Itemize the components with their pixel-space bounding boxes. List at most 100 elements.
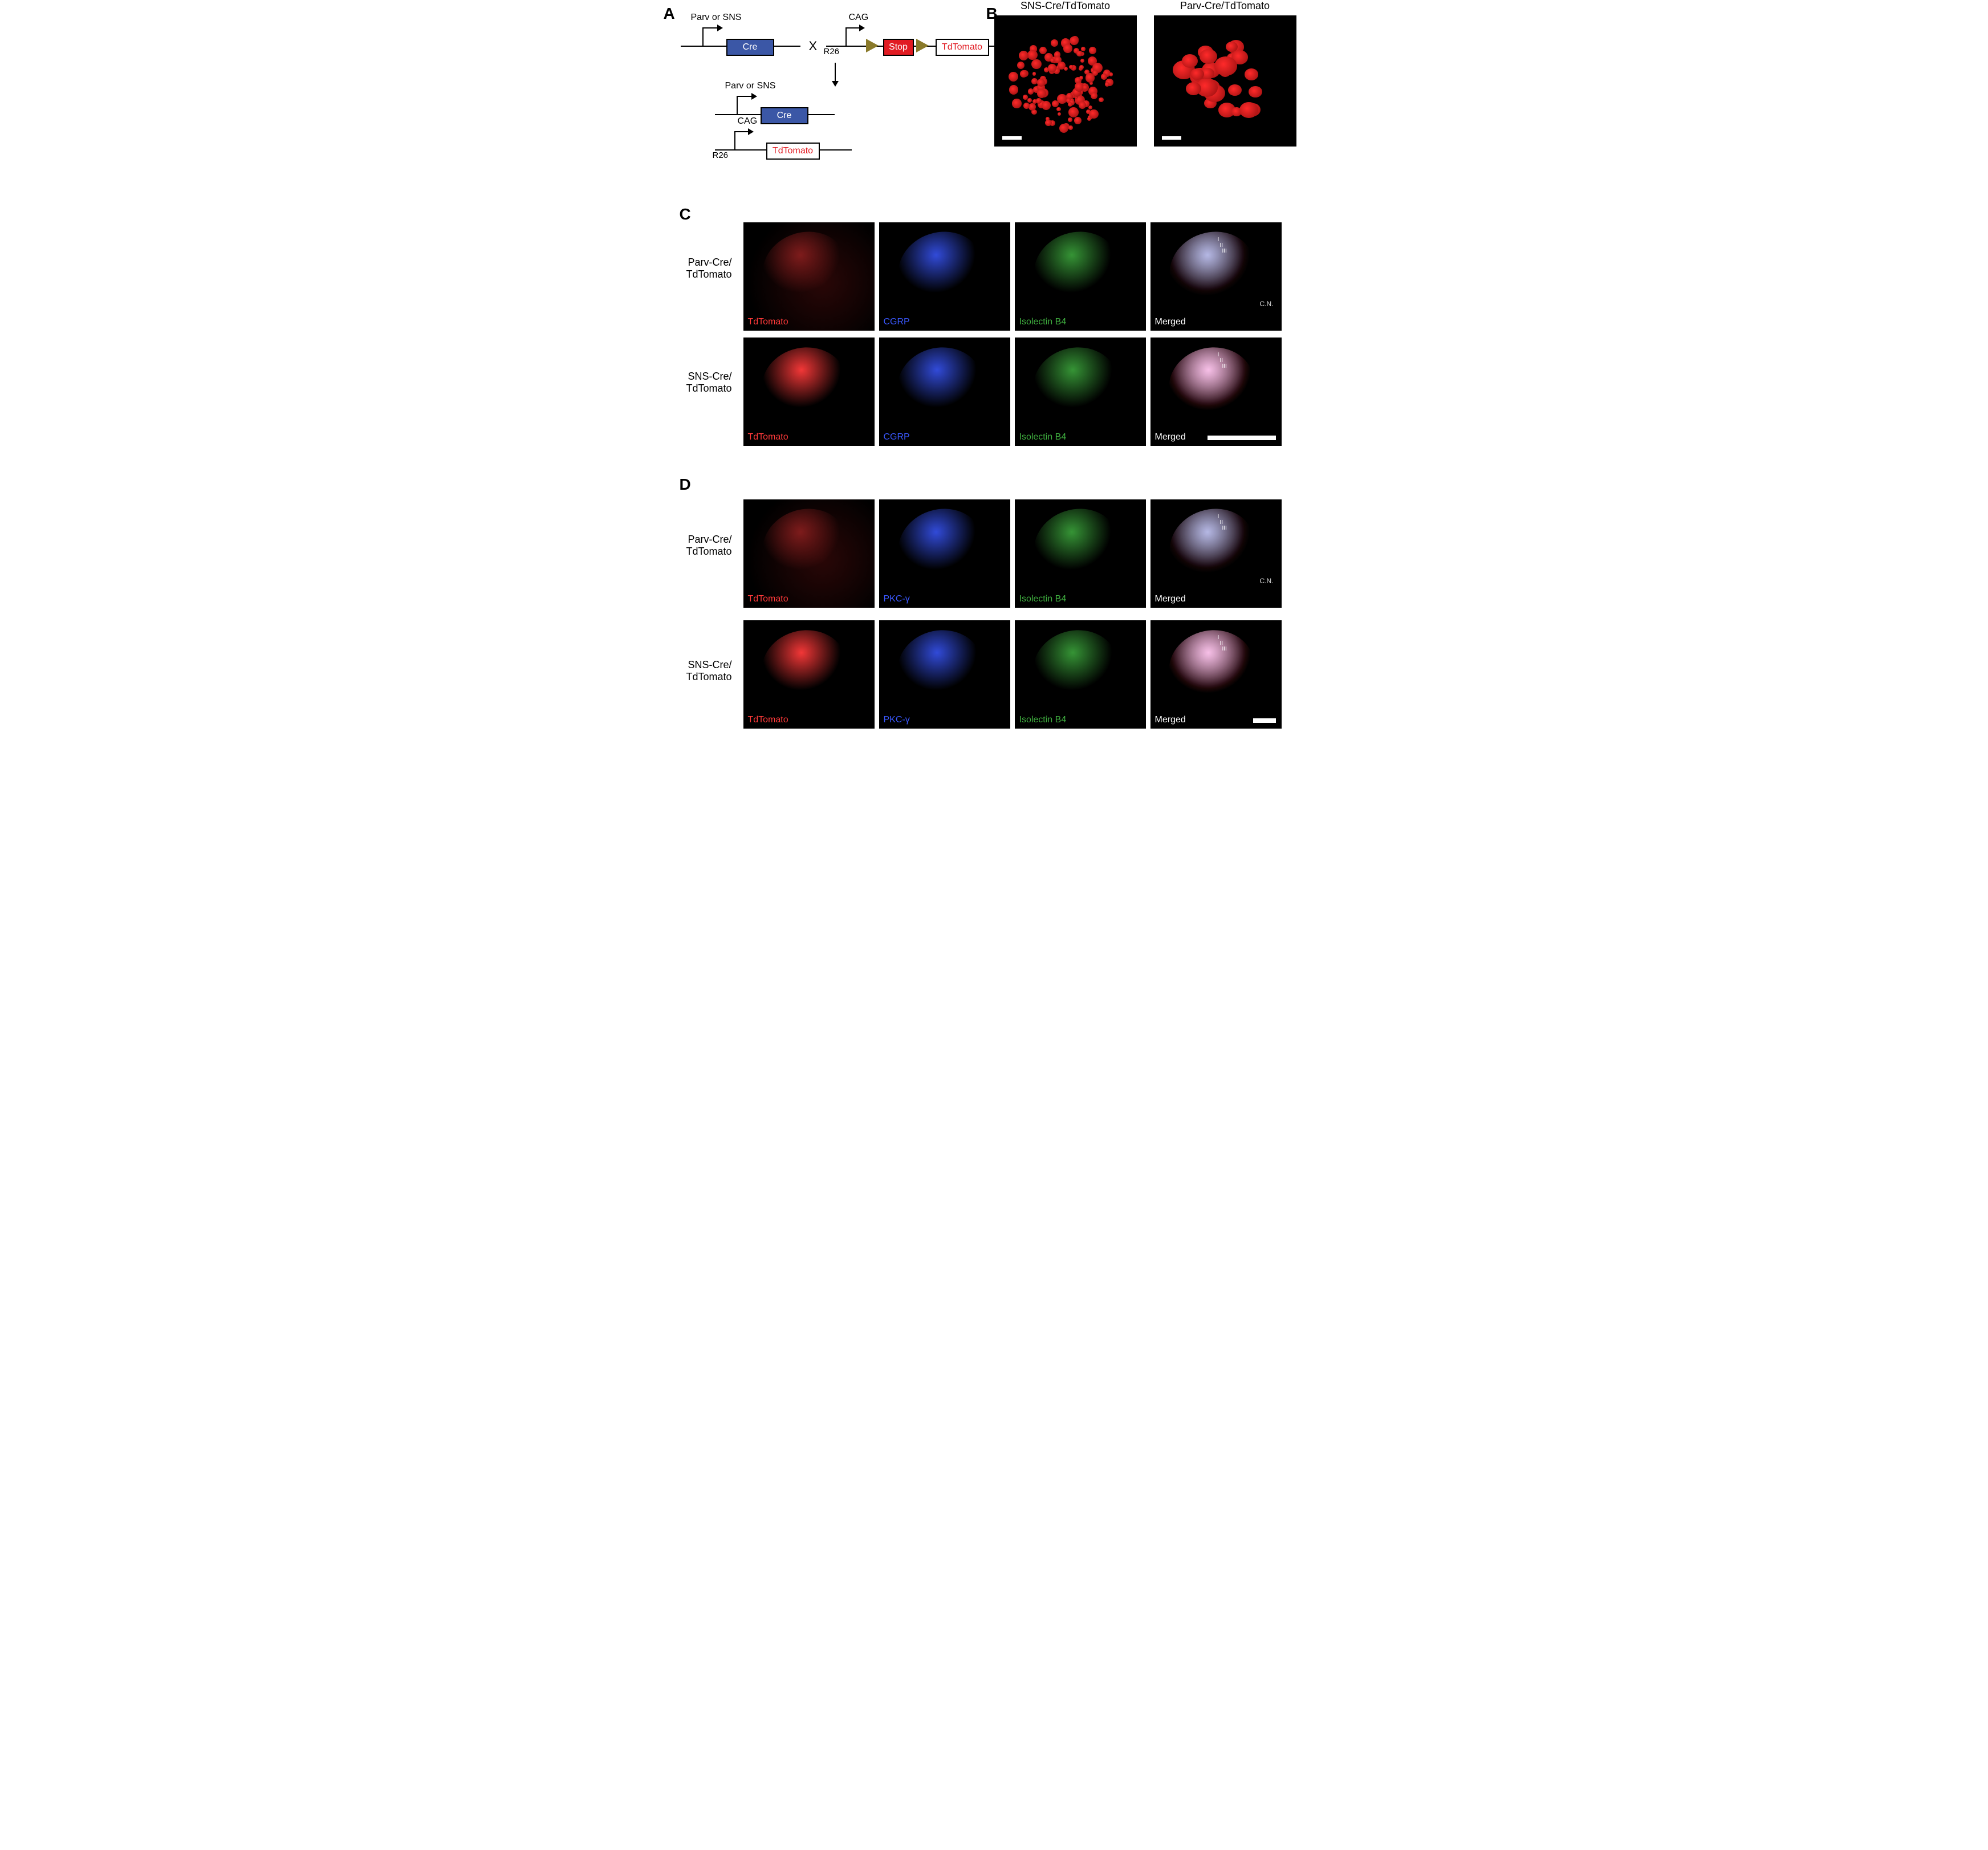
tdtomato-box-2: TdTomato (766, 143, 820, 160)
drg-cell (1032, 72, 1036, 76)
grid-row-D-sns: TdTomatoPKC-γIsolectin B4IIIIIIMerged (743, 620, 1325, 729)
drg-cell (1099, 97, 1103, 102)
drg-cell (1057, 94, 1067, 104)
drg-cell (1068, 102, 1072, 107)
tile-label-pkcg: PKC-γ (884, 594, 910, 604)
construct-cre-offspring: Parv or SNS Cre (715, 91, 835, 125)
drg-cell (1083, 85, 1087, 90)
row-label-parv-C: Parv-Cre/TdTomato (664, 257, 732, 280)
dorsal-horn-signal (1160, 499, 1261, 584)
drg-cell (1070, 36, 1079, 46)
tile-tdtomato: TdTomato (743, 499, 875, 608)
drg-cell (1226, 42, 1238, 52)
panel-label-D: D (680, 475, 1341, 494)
drg-cell (1058, 112, 1061, 116)
tile-tdtomato: TdTomato (743, 222, 875, 331)
promoter-label-parv-sns-2: Parv or SNS (725, 81, 776, 91)
drg-cell (1028, 103, 1036, 111)
drg-cell (1063, 44, 1072, 52)
drg-cell (1079, 65, 1084, 70)
tile-label-cgrp: CGRP (884, 432, 910, 442)
grid-row-C-sns: TdTomato CGRP Isolectin B4 IIIIII Merged (743, 338, 1325, 446)
figure-root: A Parv or SNS Cre X R26 CAG (658, 0, 1331, 758)
tile-label-ib4: Isolectin B4 (1019, 594, 1067, 604)
dorsal-horn-signal (1026, 623, 1123, 702)
tile-ib4: Isolectin B4 (1015, 499, 1146, 608)
r26-label: R26 (824, 47, 840, 56)
tile-label-tdtomato: TdTomato (748, 317, 788, 327)
cn-label: C.N. (1260, 577, 1274, 585)
dorsal-horn-signal (891, 623, 987, 702)
drg-cell (1009, 72, 1018, 82)
drg-cell (1009, 85, 1018, 94)
tile-tdtomato: TdTomato (743, 620, 875, 729)
tile-label-merged: Merged (1155, 432, 1186, 442)
tile-label-ib4: Isolectin B4 (1019, 432, 1067, 442)
background-haze (743, 222, 875, 331)
tile-tdtomato: TdTomato (743, 338, 875, 446)
tile-ib4: Isolectin B4 (1015, 338, 1146, 446)
tile-label-merged: Merged (1155, 594, 1186, 604)
dorsal-horn-signal (1160, 222, 1261, 307)
spacer-cd (664, 453, 1325, 475)
drg-cell (1068, 117, 1072, 122)
drg-cell (1028, 88, 1034, 95)
drg-cell (1027, 50, 1038, 60)
panel-B: SNS-Cre/TdTomato Parv-Cre/TdTomato (994, 0, 1314, 147)
drg-cell (1068, 107, 1079, 117)
background-haze (743, 499, 875, 608)
drg-cell (1079, 101, 1086, 109)
drg-cell (1092, 70, 1098, 76)
tile-cgrp: CGRP (879, 338, 1010, 446)
grid-C: TdTomato CGRP Isolectin B4 IIIIII C.N. Merged… (743, 222, 1325, 446)
tile-merged: IIIIIIC.N.Merged (1150, 222, 1282, 331)
drg-parv-title: Parv-Cre/TdTomato (1154, 0, 1296, 12)
drg-parv: Parv-Cre/TdTomato (1154, 0, 1296, 147)
loxp-left (866, 39, 879, 52)
drg-cell (1056, 107, 1061, 112)
drg-cell (1089, 109, 1099, 119)
grid-D: TdTomatoPKC-γIsolectin B4IIIIIIC.N.Merge… (743, 499, 1325, 729)
drg-sns: SNS-Cre/TdTomato (994, 0, 1137, 147)
drg-cell (1017, 62, 1025, 69)
drg-cell (1068, 125, 1073, 130)
drg-cell (1079, 76, 1083, 80)
drg-cell (1036, 98, 1041, 103)
drg-cell (1190, 68, 1204, 80)
drg-cell (1031, 59, 1042, 70)
drg-cell (1182, 54, 1198, 68)
drg-cell (1059, 124, 1068, 133)
dorsal-horn-signal (888, 222, 989, 307)
drg-cell (1089, 47, 1096, 54)
drg-cell (1245, 68, 1258, 80)
stop-box: Stop (883, 39, 914, 56)
cag-label: CAG (849, 13, 869, 23)
tile-label-cgrp: CGRP (884, 317, 910, 327)
lamina-labels: IIIIII (1218, 352, 1227, 369)
recombination-arrow (835, 63, 836, 86)
dorsal-horn-signal (891, 340, 987, 419)
tile-ib4: Isolectin B4 (1015, 620, 1146, 729)
cross-symbol: X (809, 39, 818, 54)
tile-pkcg: PKC-γ (879, 499, 1010, 608)
panel-label-A: A (664, 5, 675, 23)
tile-label-pkcg: PKC-γ (884, 715, 910, 725)
drg-cell (1069, 65, 1074, 70)
drg-cell (1214, 56, 1237, 76)
dorsal-horn-signal (1024, 222, 1125, 307)
lamina-labels: IIIIII (1218, 237, 1227, 254)
cn-label: C.N. (1260, 300, 1274, 308)
drg-cell (1019, 51, 1028, 60)
cre-box-2: Cre (761, 107, 808, 124)
drg-cell (1080, 59, 1084, 63)
tile-label-ib4: Isolectin B4 (1019, 317, 1067, 327)
grid-row-D-parv: TdTomatoPKC-γIsolectin B4IIIIIIC.N.Merge… (743, 499, 1325, 608)
drg-cell (1081, 47, 1086, 51)
drg-cell (1109, 72, 1113, 76)
drg-cell (1091, 92, 1097, 99)
row-label-parv-D: Parv-Cre/TdTomato (664, 534, 732, 557)
drg-cell (1101, 74, 1107, 80)
drg-cell (1027, 98, 1032, 103)
panel-D: Parv-Cre/TdTomato SNS-Cre/TdTomato TdTom… (664, 499, 1325, 729)
dorsal-horn-signal (1162, 340, 1259, 419)
